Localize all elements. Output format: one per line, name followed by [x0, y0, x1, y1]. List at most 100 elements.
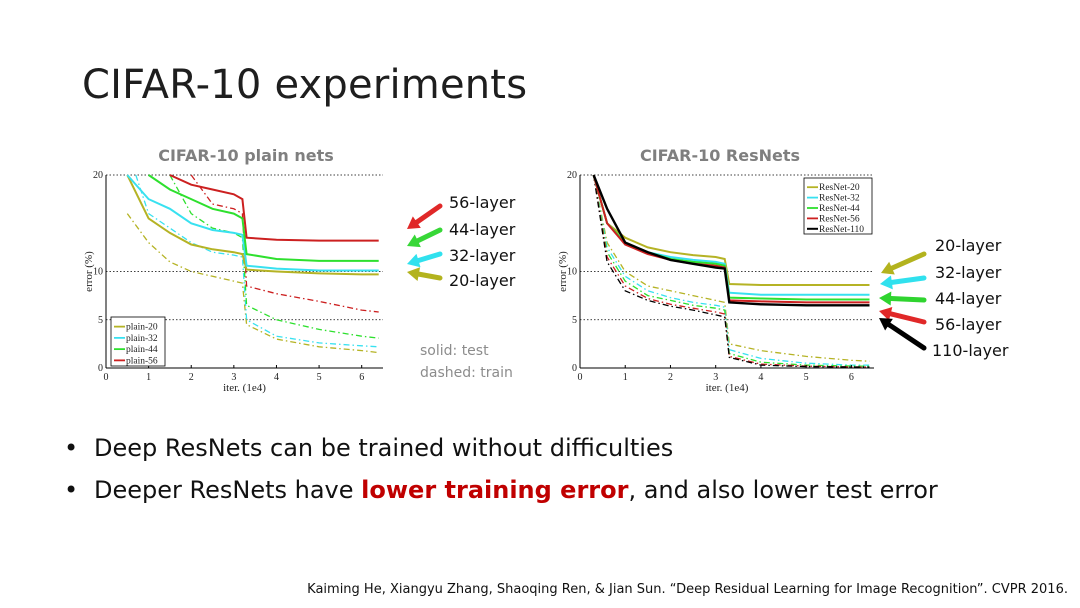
legend-label: ResNet-56 [819, 214, 860, 224]
y-axis-label: error (%) [557, 251, 569, 292]
callout-label: 56-layer [449, 193, 516, 212]
bullet-item: • Deeper ResNets have lower training erro… [64, 474, 938, 516]
bullet-text: Deeper ResNets have [94, 476, 362, 504]
legend-label: ResNet-20 [819, 183, 860, 193]
series-train-line [592, 174, 870, 362]
callout-arrow-shaft [889, 251, 927, 271]
callout-arrow-head [407, 234, 421, 248]
series-test-line [126, 174, 379, 272]
series-test-line [592, 174, 870, 304]
callout-arrow [880, 275, 927, 290]
series-train-line [126, 213, 379, 354]
series-test-line [592, 174, 870, 286]
plain-nets-chart: CIFAR-10 plain nets 0 1 2 3 4 5 6 0 5 10 20 iter. (1… [83, 146, 516, 394]
legend-label: plain-32 [126, 334, 158, 344]
series-train-line [135, 174, 379, 348]
y-tick-label: 10 [93, 267, 103, 278]
y-tick-label: 20 [93, 170, 103, 181]
callout-label: 20-layer [935, 236, 1002, 255]
legend-box [110, 316, 166, 367]
callout-arrow-shaft [416, 271, 443, 281]
callout-arrow [879, 291, 927, 306]
callout-arrow-head [881, 261, 895, 275]
callout-arrow [879, 318, 927, 351]
series-train-line [592, 174, 870, 368]
legend-label: plain-56 [126, 356, 158, 366]
series-test-line [148, 174, 379, 262]
x-tick-label: 3 [231, 372, 236, 383]
bullet-highlight-text: lower training error [361, 476, 629, 504]
callout-arrow [407, 203, 443, 229]
chart-title: CIFAR-10 plain nets [158, 146, 334, 165]
callout-arrow-head [879, 307, 893, 321]
x-tick-label: 4 [274, 372, 279, 383]
callout-arrow-shaft [888, 296, 927, 303]
x-axis-label: iter. (1e4) [223, 382, 266, 394]
callout-arrow-shaft [889, 275, 927, 285]
callout-arrow [407, 227, 443, 248]
y-tick-label: 5 [98, 315, 103, 326]
callout-arrow-head [407, 253, 421, 268]
series-train-line [592, 174, 870, 366]
legend-label: plain-20 [126, 323, 158, 333]
x-tick-label: 0 [578, 372, 583, 383]
legend-label: ResNet-32 [819, 194, 860, 204]
x-axis-label: iter. (1e4) [706, 382, 749, 394]
callout-arrow [407, 267, 443, 282]
callout-arrow-head [407, 267, 421, 282]
callout-label: 32-layer [935, 263, 1002, 282]
callout-arrow [879, 307, 927, 325]
y-tick-label: 0 [98, 363, 103, 374]
series-train-line [169, 174, 379, 339]
callout-arrow-head [880, 275, 893, 290]
bullet-text: Deep ResNets can be trained without diff… [94, 434, 674, 462]
y-tick-label: 20 [567, 170, 577, 181]
bullet-item: • Deep ResNets can be trained without dif… [64, 432, 938, 474]
series-test-line [126, 174, 379, 276]
legend-label: ResNet-44 [819, 204, 860, 214]
legend-label: ResNet-110 [819, 225, 864, 235]
callout-label: 56-layer [935, 315, 1002, 334]
callout-label: 110-layer [932, 341, 1009, 360]
callout-label: 44-layer [449, 220, 516, 239]
callout-label: 32-layer [449, 246, 516, 265]
chart-legend: ResNet-20ResNet-32ResNet-44ResNet-56ResN… [803, 177, 873, 235]
callout-arrow-shaft [888, 311, 927, 325]
callout-label: 44-layer [935, 289, 1002, 308]
x-tick-label: 3 [713, 372, 718, 383]
note-solid-test: solid: test [420, 343, 489, 359]
x-tick-label: 5 [804, 372, 809, 383]
series-test-line [592, 174, 870, 307]
callout-label: 20-layer [449, 271, 516, 290]
y-tick-label: 5 [572, 315, 577, 326]
x-tick-label: 1 [146, 372, 151, 383]
callout-arrow-head [879, 291, 892, 306]
note-dashed-train: dashed: train [420, 365, 513, 381]
callout-arrow-shaft [415, 251, 443, 264]
callout-arrow-shaft [414, 203, 443, 225]
x-tick-label: 6 [359, 372, 364, 383]
citation: Kaiming He, Xiangyu Zhang, Shaoqing Ren,… [307, 582, 1068, 597]
callout-arrow [407, 251, 443, 268]
series-train-line [190, 174, 379, 313]
x-tick-label: 2 [189, 372, 194, 383]
bullet-list: • Deep ResNets can be trained without dif… [64, 432, 938, 516]
callout-arrow-shaft [886, 322, 927, 351]
y-tick-label: 0 [572, 363, 577, 374]
x-tick-label: 4 [758, 372, 763, 383]
callout-arrow-head [879, 318, 893, 331]
x-tick-label: 2 [668, 372, 673, 383]
bullet-text: , and also lower test error [628, 476, 938, 504]
bullet-marker: • [64, 476, 79, 504]
callout-arrow-head [407, 216, 421, 229]
x-tick-label: 6 [849, 372, 854, 383]
x-tick-label: 1 [623, 372, 628, 383]
x-tick-label: 0 [104, 372, 109, 383]
slide-title: CIFAR-10 experiments [82, 62, 528, 108]
callout-arrow [881, 251, 927, 275]
y-axis-label: error (%) [83, 251, 95, 292]
chart-title: CIFAR-10 ResNets [640, 146, 800, 165]
y-tick-label: 10 [567, 267, 577, 278]
